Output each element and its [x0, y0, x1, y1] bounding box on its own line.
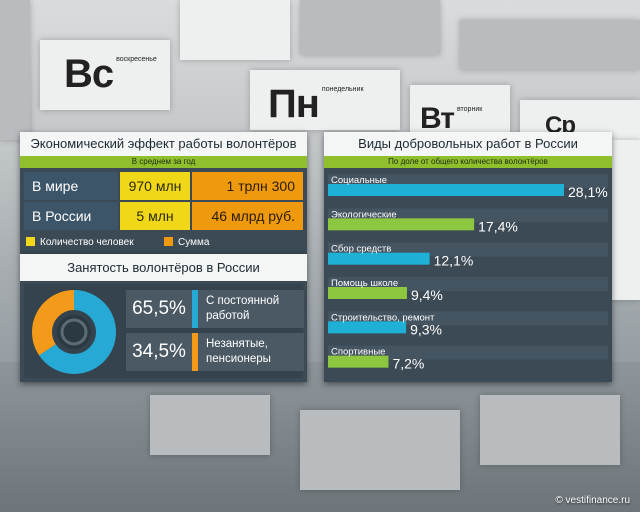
category-label: Социальные — [331, 175, 387, 186]
value-label: 17,4% — [478, 218, 518, 234]
value-label: 9,3% — [410, 321, 442, 337]
economic-title: Экономический эффект работы волонтёров — [20, 132, 307, 156]
employment-donut-chart — [32, 290, 116, 374]
legend-swatch — [26, 237, 35, 246]
category-label: Помощь школе — [331, 278, 398, 289]
day-label: Вт вторник — [420, 102, 483, 135]
stat-employed: 65,5% С постоянной работой — [126, 290, 304, 328]
bar — [328, 184, 564, 196]
row-label: В России — [24, 202, 118, 230]
economic-subtitle: В среднем за год — [20, 156, 307, 168]
category-label: Спортивные — [331, 347, 385, 358]
bar — [328, 355, 389, 368]
sum-value: 46 млрд руб. — [192, 202, 303, 230]
value-label: 9,4% — [411, 287, 443, 303]
employment-title: Занятость волонтёров в России — [20, 254, 307, 281]
bg-tile — [40, 40, 170, 110]
stat-color-bar — [192, 333, 198, 371]
bg-tile — [250, 70, 400, 130]
people-count: 970 млн — [120, 172, 190, 200]
bar — [328, 321, 407, 334]
stat-color-bar — [192, 290, 198, 328]
bg-tile — [180, 0, 290, 60]
economic-effect-panel: Экономический эффект работы волонтёров В… — [20, 132, 307, 254]
employment-panel: Занятость волонтёров в России 65,5% С по… — [20, 254, 307, 382]
bg-tile — [460, 20, 640, 70]
value-label: 7,2% — [392, 356, 424, 372]
bg-tile — [300, 0, 440, 55]
chart-title: Виды добровольных работ в России — [324, 132, 612, 156]
category-row-bg — [328, 345, 608, 360]
legend-item: Количество человек — [26, 236, 134, 250]
legend: Количество человек Сумма — [26, 236, 301, 250]
bg-tile — [300, 410, 460, 490]
bar-chart: Социальные 28,1% Экологические 17,4% Сбор ср… — [328, 174, 608, 372]
donut-inner-ring — [60, 318, 88, 346]
bg-tile — [480, 395, 620, 465]
stat-percent: 34,5% — [132, 341, 186, 362]
value-label: 28,1% — [568, 184, 608, 200]
sum-value: 1 трлн 300 млрд $ — [192, 172, 303, 222]
day-label: Вс воскресенье — [64, 52, 157, 96]
legend-swatch — [164, 237, 173, 246]
bg-tile — [410, 85, 510, 133]
stat-unemployed: 34,5% Незанятые, пенсионеры — [126, 333, 304, 371]
bar — [328, 252, 430, 265]
stat-text: С постоянной работой — [206, 295, 280, 322]
people-count: 5 млн — [120, 202, 190, 230]
chart-subtitle: По доле от общего количества волонтёров — [324, 156, 612, 168]
day-label: Пн понедельник — [268, 82, 364, 126]
category-label: Сбор средств — [331, 244, 391, 255]
employment-body: 65,5% С постоянной работой 34,5% Незанят… — [24, 284, 304, 378]
bar — [328, 287, 407, 299]
work-types-panel: Виды добровольных работ в России По доле… — [324, 132, 612, 382]
category-label: Экологические — [331, 209, 397, 220]
legend-item: Сумма — [164, 236, 209, 250]
category-label: Строительство, ремонт — [331, 312, 435, 323]
stat-text: Незанятые, пенсионеры — [206, 338, 271, 365]
row-label: В мире — [24, 172, 118, 200]
bg-tile — [150, 395, 270, 455]
source-watermark: © vestifinance.ru — [555, 495, 630, 506]
bar-chart-area: Социальные 28,1% Экологические 17,4% Сбор ср… — [328, 172, 608, 378]
bar — [328, 218, 475, 231]
stat-percent: 65,5% — [132, 298, 186, 319]
bg-tile — [612, 140, 640, 300]
donut-slice — [32, 290, 116, 374]
value-label: 12,1% — [434, 253, 474, 269]
bg-tile — [0, 0, 30, 140]
